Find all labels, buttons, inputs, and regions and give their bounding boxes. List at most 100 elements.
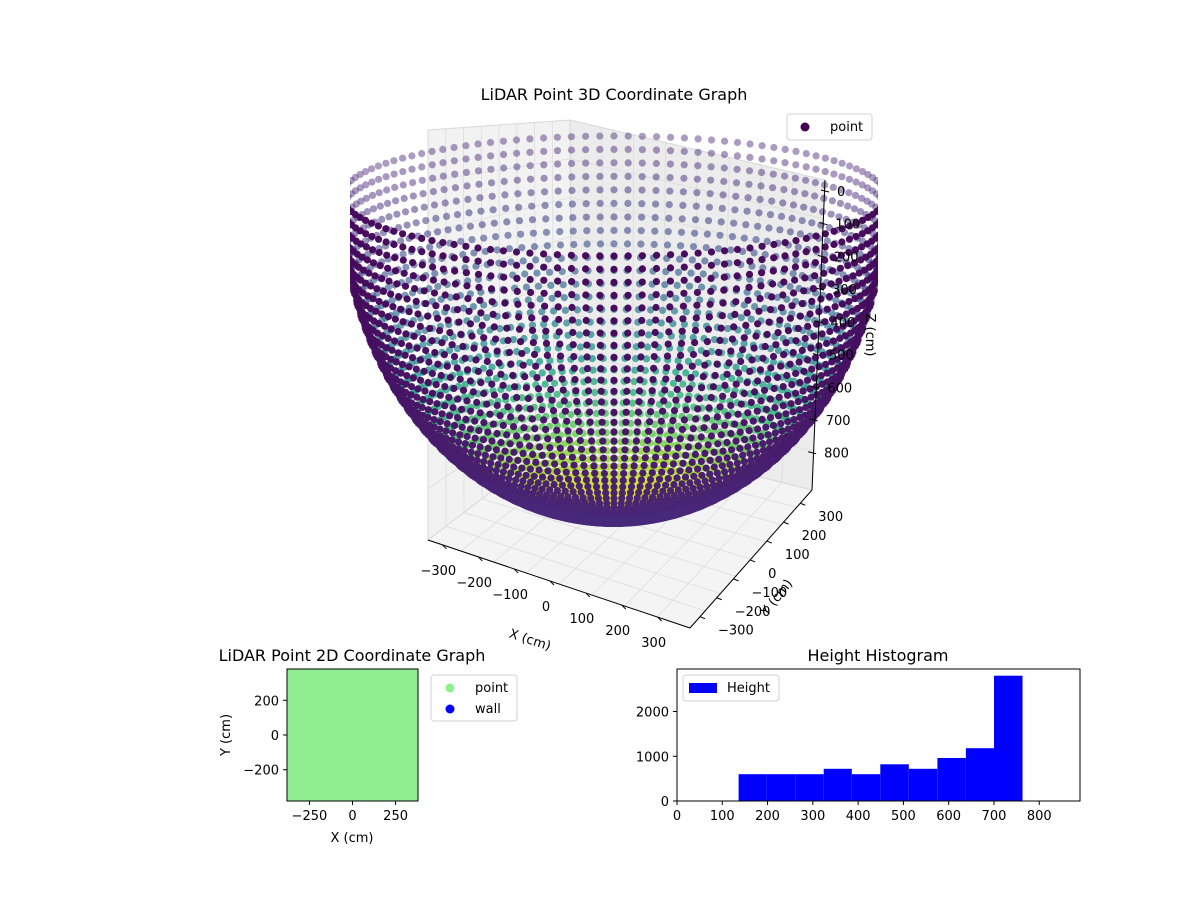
point [653,445,661,453]
chart-2d-y-label: Y (cm) [219,714,234,757]
point [769,170,777,178]
point [558,375,566,383]
point [651,227,659,235]
point [382,238,390,246]
point [638,173,646,181]
point [488,192,496,200]
point [468,236,476,244]
point [836,313,844,321]
point [421,387,429,395]
point [610,341,618,349]
point [881,212,888,219]
point [812,245,820,253]
point [667,251,675,259]
point [405,363,413,371]
chart-2d-plot-area [286,668,419,802]
point [408,152,416,160]
point [882,206,889,213]
point [596,341,605,349]
point [526,262,534,270]
point [474,140,482,148]
point [718,462,726,470]
point [750,249,758,257]
point [577,488,585,496]
point [815,342,823,350]
point [548,368,556,376]
point [597,398,606,406]
point [652,146,661,154]
point [547,474,555,482]
point [350,190,356,198]
point [858,216,867,224]
histogram-bar [823,768,852,801]
point [838,344,846,352]
point [573,306,582,314]
point [744,409,752,417]
point [561,407,570,415]
point [687,434,695,442]
point [426,243,434,251]
point [732,363,740,371]
point [343,242,350,249]
point [560,461,568,469]
point [812,165,820,173]
point [378,310,386,318]
point [747,456,755,464]
point [727,246,735,254]
point [473,315,481,323]
point [628,399,637,407]
point [670,480,678,489]
point [549,407,558,415]
point [701,361,709,369]
point [748,356,756,364]
point [529,229,538,237]
point [774,412,783,420]
point [610,387,618,395]
point [710,463,718,471]
point [789,269,797,278]
point [801,395,809,404]
point [569,328,577,337]
point [544,363,553,371]
point [542,339,551,347]
point [636,365,645,373]
point [852,232,860,241]
point [424,413,432,422]
point [550,480,558,489]
point [624,132,632,140]
point [836,264,845,272]
point [524,296,532,304]
y-tick-label: 2000 [636,706,669,721]
point [646,418,654,426]
point [642,355,651,363]
point [650,240,658,249]
point [739,451,747,459]
point [810,332,818,340]
legend-wall-marker [445,704,455,714]
point [501,447,509,455]
point [464,366,472,374]
point [707,287,715,295]
point [690,472,698,480]
point [540,134,548,142]
point [517,414,526,422]
point [556,444,564,452]
point [759,354,767,362]
point [679,459,687,467]
point [500,273,508,281]
point [541,201,549,209]
point [383,186,391,194]
point [487,272,495,280]
point [792,389,800,397]
point [744,327,752,336]
point [697,433,705,441]
point [864,170,872,179]
point [676,467,684,475]
point [740,419,748,427]
point [792,369,800,378]
point [759,440,767,448]
point [526,358,534,366]
x-tick-label: 200 [605,624,630,639]
point [821,230,830,238]
point [858,279,867,287]
